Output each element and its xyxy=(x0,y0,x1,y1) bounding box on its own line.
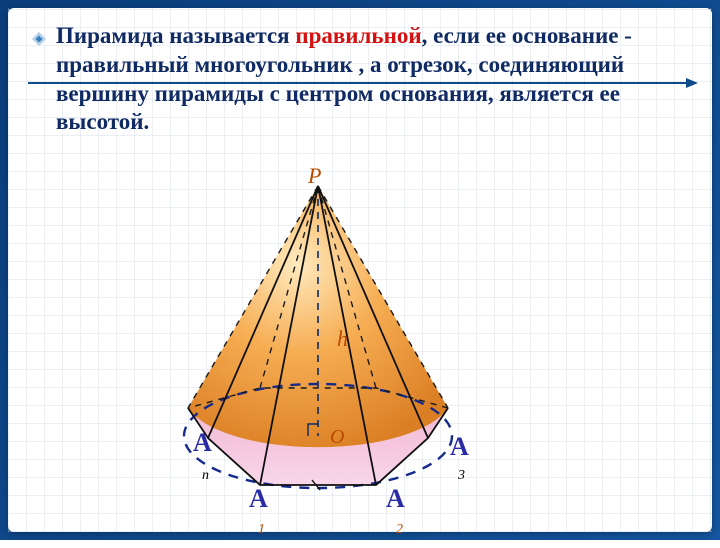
subscript-n: n xyxy=(202,468,209,484)
slide-frame: Пирамида называется правильной, если ее … xyxy=(0,0,720,540)
subscript-2: 2 xyxy=(396,522,403,538)
label-height-h: h xyxy=(337,326,348,352)
subscript-1: 1 xyxy=(258,522,265,538)
label-vertex-A3: А xyxy=(450,432,469,462)
pyramid-figure xyxy=(8,8,720,548)
label-apex-P: P xyxy=(308,163,321,189)
label-center-O: O xyxy=(330,426,344,449)
label-vertex-An: А xyxy=(193,428,212,458)
subscript-3: 3 xyxy=(458,468,465,484)
label-vertex-A1: А xyxy=(249,484,268,514)
label-vertex-A2: А xyxy=(386,484,405,514)
slide-inner: Пирамида называется правильной, если ее … xyxy=(8,8,712,532)
